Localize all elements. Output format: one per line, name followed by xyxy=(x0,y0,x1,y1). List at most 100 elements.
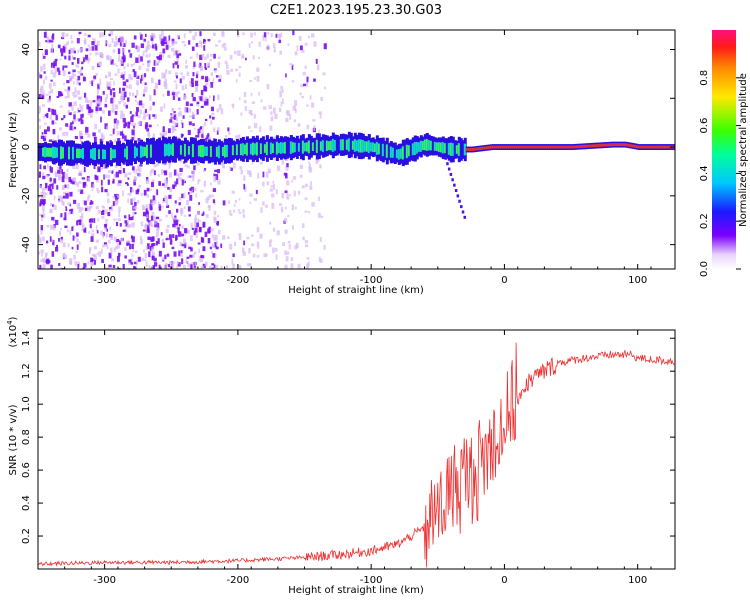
noise-mark xyxy=(73,199,77,204)
noise-mark xyxy=(58,263,61,266)
noise-mark xyxy=(49,165,52,172)
noise-mark xyxy=(120,237,124,242)
noise-mark xyxy=(151,199,155,206)
noise-mark xyxy=(95,225,98,231)
noise-mark xyxy=(76,232,79,237)
noise-mark xyxy=(73,47,76,52)
noise-mark xyxy=(80,207,84,211)
noise-mark xyxy=(38,234,40,239)
ridge-core xyxy=(597,143,601,147)
noise-mark xyxy=(76,79,79,85)
noise-mark xyxy=(134,250,138,253)
noise-mark xyxy=(41,94,45,100)
noise-mark xyxy=(116,199,119,203)
noise-mark xyxy=(46,112,49,119)
noise-mark xyxy=(70,40,74,44)
tail-mark xyxy=(453,183,456,187)
noise-mark xyxy=(128,84,132,89)
noise-mark xyxy=(251,41,254,44)
noise-mark xyxy=(192,113,196,118)
noise-mark xyxy=(115,36,118,41)
ridge-core xyxy=(587,144,591,148)
noise-mark xyxy=(110,59,114,65)
noise-mark xyxy=(59,170,63,175)
noise-mark xyxy=(131,166,135,171)
noise-mark xyxy=(198,64,200,68)
noise-mark xyxy=(179,254,183,257)
noise-mark xyxy=(157,59,161,64)
noise-mark xyxy=(272,43,276,49)
ridge-core xyxy=(231,145,235,156)
noise-mark xyxy=(49,89,54,93)
noise-mark xyxy=(217,179,221,185)
noise-mark xyxy=(180,208,184,214)
noise-mark xyxy=(238,264,242,269)
noise-mark xyxy=(301,49,305,53)
noise-mark xyxy=(49,189,53,195)
noise-mark xyxy=(306,265,309,269)
noise-mark xyxy=(147,40,150,47)
noise-mark xyxy=(111,107,115,113)
noise-mark xyxy=(108,252,112,259)
noise-mark xyxy=(79,160,84,165)
noise-mark xyxy=(178,53,182,56)
noise-mark xyxy=(234,241,237,247)
noise-mark xyxy=(158,79,161,85)
noise-mark xyxy=(44,49,48,56)
noise-mark xyxy=(42,259,44,262)
noise-mark xyxy=(204,76,209,83)
noise-mark xyxy=(253,197,258,201)
noise-mark xyxy=(96,95,101,102)
noise-mark xyxy=(163,41,168,45)
noise-mark xyxy=(135,260,138,266)
noise-mark xyxy=(114,202,118,206)
noise-mark xyxy=(91,258,95,262)
noise-mark xyxy=(242,251,246,256)
noise-mark xyxy=(77,57,80,64)
noise-mark xyxy=(200,189,204,193)
ridge-core xyxy=(223,144,227,158)
noise-mark xyxy=(113,118,118,124)
noise-mark xyxy=(67,184,70,190)
noise-mark xyxy=(126,183,129,186)
noise-mark xyxy=(151,32,153,38)
noise-mark xyxy=(248,248,251,254)
noise-mark xyxy=(126,225,130,228)
noise-mark xyxy=(126,240,130,243)
noise-mark xyxy=(169,187,173,193)
noise-mark xyxy=(166,204,170,208)
noise-mark xyxy=(241,53,245,58)
noise-mark xyxy=(110,204,114,211)
noise-mark xyxy=(62,252,66,258)
noise-mark xyxy=(199,126,203,130)
noise-mark xyxy=(203,45,206,51)
noise-mark xyxy=(172,94,176,100)
noise-mark xyxy=(42,199,45,206)
noise-mark xyxy=(181,243,185,247)
noise-mark xyxy=(111,170,114,174)
noise-mark xyxy=(312,119,316,122)
noise-mark xyxy=(257,172,260,179)
noise-mark xyxy=(284,229,288,234)
noise-mark xyxy=(192,96,196,102)
noise-mark xyxy=(188,107,192,113)
noise-mark xyxy=(270,185,274,188)
noise-mark xyxy=(280,32,283,38)
ridge-core xyxy=(595,144,599,148)
noise-mark xyxy=(69,122,73,126)
noise-mark xyxy=(131,42,135,48)
noise-mark xyxy=(72,57,76,60)
noise-mark xyxy=(275,33,278,38)
ridge-core xyxy=(303,142,307,152)
noise-mark xyxy=(84,132,89,135)
noise-mark xyxy=(191,227,195,230)
noise-mark xyxy=(213,173,216,177)
noise-mark xyxy=(174,122,178,126)
noise-mark xyxy=(184,228,188,234)
noise-mark xyxy=(183,44,187,47)
ridge-core xyxy=(509,145,513,149)
noise-mark xyxy=(242,209,245,214)
ridge-core xyxy=(507,145,511,149)
